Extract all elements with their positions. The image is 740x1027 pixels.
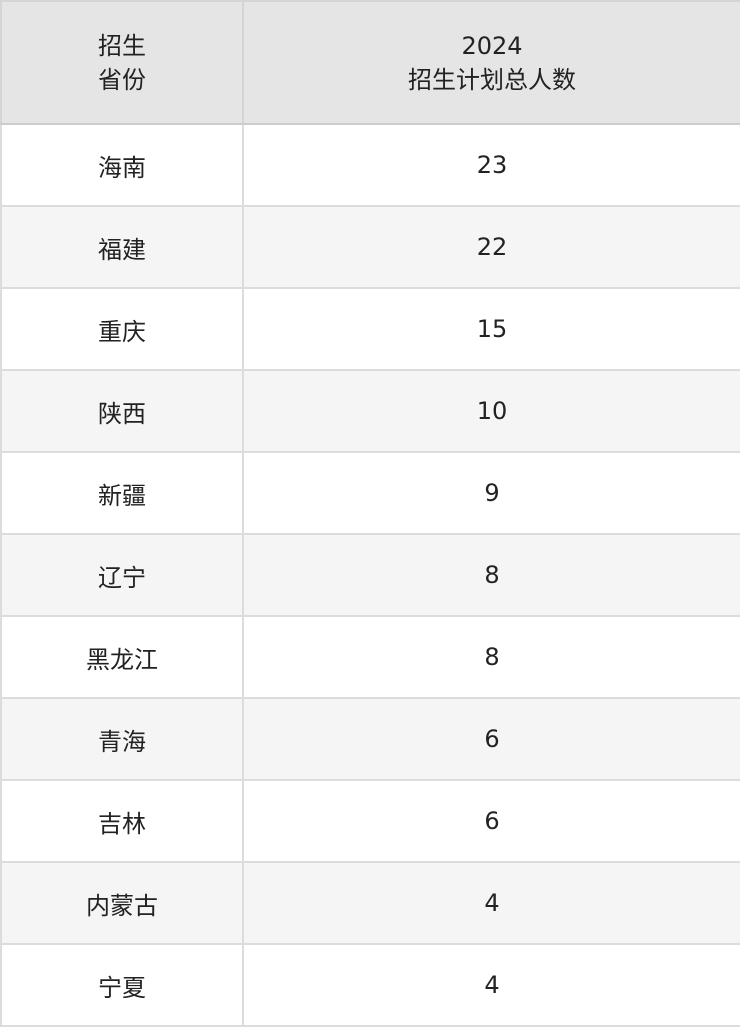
province-cell: 陕西 [0,369,244,453]
count-cell: 4 [242,943,740,1027]
count-cell: 8 [242,533,740,617]
header-row: 招生 省份 2024 招生计划总人数 [0,0,740,125]
province-cell: 新疆 [0,451,244,535]
province-cell: 重庆 [0,287,244,371]
province-cell: 青海 [0,697,244,781]
header-count-line2: 招生计划总人数 [408,65,576,94]
header-count: 2024 招生计划总人数 [242,0,740,125]
header-province: 招生 省份 [0,0,244,125]
count-cell: 6 [242,697,740,781]
table-row: 宁夏 4 [0,943,740,1027]
table-row: 福建 22 [0,205,740,289]
count-cell: 4 [242,861,740,945]
count-cell: 23 [242,123,740,207]
table-row: 陕西 10 [0,369,740,453]
count-cell: 8 [242,615,740,699]
province-cell: 内蒙古 [0,861,244,945]
province-cell: 海南 [0,123,244,207]
count-cell: 22 [242,205,740,289]
province-cell: 吉林 [0,779,244,863]
table-row: 青海 6 [0,697,740,781]
table-row: 辽宁 8 [0,533,740,617]
count-cell: 15 [242,287,740,371]
table-row: 吉林 6 [0,779,740,863]
header-province-line1: 招生 [98,31,146,60]
table-row: 内蒙古 4 [0,861,740,945]
count-cell: 10 [242,369,740,453]
table-row: 重庆 15 [0,287,740,371]
header-count-line1: 2024 [461,31,523,60]
table-row: 海南 23 [0,123,740,207]
table-row: 新疆 9 [0,451,740,535]
count-cell: 6 [242,779,740,863]
province-cell: 辽宁 [0,533,244,617]
header-province-line2: 省份 [98,65,146,94]
table-row: 黑龙江 8 [0,615,740,699]
count-cell: 9 [242,451,740,535]
province-cell: 福建 [0,205,244,289]
province-cell: 黑龙江 [0,615,244,699]
province-cell: 宁夏 [0,943,244,1027]
